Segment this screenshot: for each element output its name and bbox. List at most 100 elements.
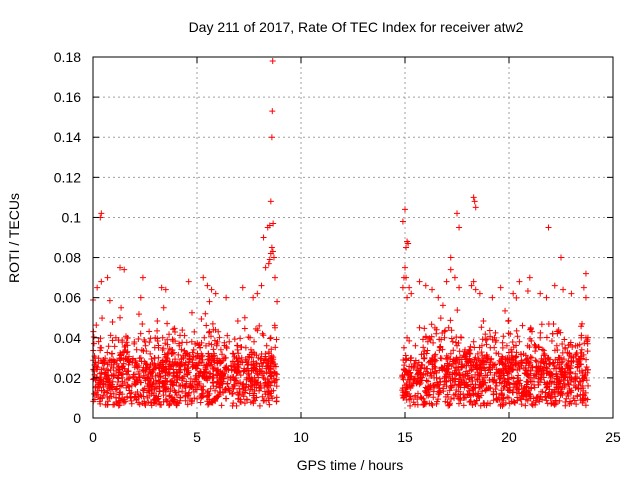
data-point (230, 400, 237, 407)
data-point (560, 286, 567, 293)
data-point (227, 374, 234, 381)
data-point (448, 395, 455, 402)
data-point (561, 336, 568, 343)
data-point (496, 375, 503, 382)
data-point (143, 361, 150, 368)
data-point (542, 358, 549, 365)
data-point (497, 358, 504, 365)
data-point (431, 368, 438, 375)
data-point (235, 364, 242, 371)
data-point (564, 390, 571, 397)
data-point (476, 378, 483, 385)
data-point (267, 366, 274, 373)
data-point (154, 335, 161, 342)
data-point (552, 401, 559, 408)
data-point (411, 360, 418, 367)
data-points (90, 58, 592, 409)
data-point (567, 388, 574, 395)
data-point (181, 366, 188, 373)
data-point (453, 386, 460, 393)
data-point (108, 386, 115, 393)
data-point (549, 330, 556, 337)
data-point (522, 370, 529, 377)
data-point (96, 384, 103, 391)
data-point (115, 397, 122, 404)
data-point (100, 384, 107, 391)
data-point (499, 344, 506, 351)
data-point (258, 350, 265, 357)
data-point (223, 386, 230, 393)
data-point (198, 316, 205, 323)
data-point (110, 371, 117, 378)
data-point (527, 353, 534, 360)
data-point (465, 375, 472, 382)
data-point (499, 402, 506, 409)
data-point (131, 393, 138, 400)
data-point (485, 367, 492, 374)
data-point (96, 379, 103, 386)
data-point (470, 278, 477, 285)
data-point (437, 378, 444, 385)
data-point (505, 379, 512, 386)
data-point (477, 361, 484, 368)
data-point (262, 380, 269, 387)
data-point (441, 334, 448, 341)
data-point (545, 320, 552, 327)
data-point (470, 194, 477, 201)
data-point (261, 376, 268, 383)
data-point (126, 358, 133, 365)
data-point (231, 336, 238, 343)
data-point (408, 354, 415, 361)
data-point (429, 354, 436, 361)
data-point (526, 390, 533, 397)
data-point (150, 380, 157, 387)
y-tick-label: 0.02 (54, 370, 81, 386)
data-point (147, 384, 154, 391)
data-point (173, 402, 180, 409)
data-point (113, 367, 120, 374)
data-point (565, 357, 572, 364)
data-point (487, 344, 494, 351)
data-point (402, 352, 409, 359)
data-point (439, 364, 446, 371)
data-point (266, 222, 273, 229)
data-point (551, 362, 558, 369)
data-point (144, 375, 151, 382)
data-point (201, 334, 208, 341)
data-point (98, 278, 105, 285)
data-point (273, 370, 280, 377)
data-point (188, 384, 195, 391)
data-point (148, 402, 155, 409)
data-point (268, 378, 275, 385)
data-point (447, 266, 454, 273)
data-point (463, 394, 470, 401)
data-point (172, 358, 179, 365)
data-point (483, 354, 490, 361)
data-point (522, 364, 529, 371)
data-point (498, 391, 505, 398)
data-point (211, 337, 218, 344)
data-point (419, 336, 426, 343)
data-point (171, 325, 178, 332)
data-point (198, 384, 205, 391)
data-point (450, 347, 457, 354)
data-point (126, 374, 133, 381)
data-point (170, 326, 177, 333)
data-point (403, 389, 410, 396)
data-point (247, 334, 254, 341)
data-point (487, 333, 494, 340)
data-point (414, 371, 421, 378)
data-point (185, 278, 192, 285)
data-point (215, 328, 222, 335)
data-point (436, 367, 443, 374)
data-point (472, 362, 479, 369)
data-point (147, 335, 154, 342)
data-point (477, 402, 484, 409)
data-point (501, 378, 508, 385)
data-point (561, 382, 568, 389)
data-point (452, 339, 459, 346)
data-point (147, 373, 154, 380)
data-point (437, 355, 444, 362)
data-point (451, 395, 458, 402)
data-point (125, 375, 132, 382)
